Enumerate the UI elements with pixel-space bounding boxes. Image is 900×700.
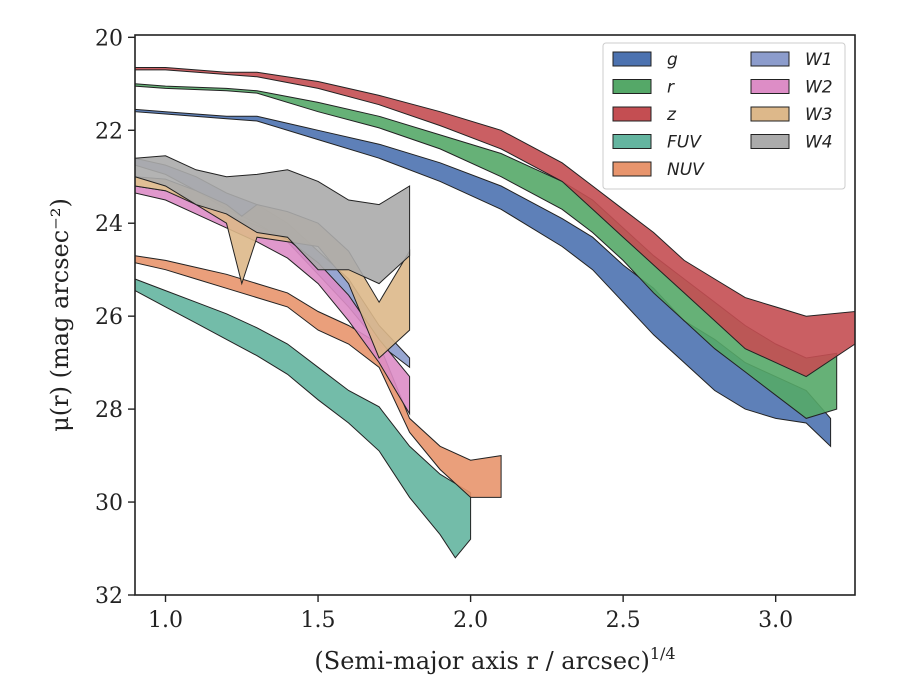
- y-tick-label: 24: [95, 212, 123, 237]
- legend-swatch-w3: [750, 106, 790, 122]
- legend-label-w4: W4: [805, 133, 833, 153]
- legend: grz FUV NUV W1 W2 W3 W4: [602, 42, 846, 190]
- plot-frame: [134, 34, 856, 596]
- x-tick-label: 2.5: [606, 608, 641, 633]
- legend-label-fuv: FUV: [667, 133, 702, 153]
- x-axis-label-text: (Semi-major axis r / arcsec): [314, 647, 649, 675]
- x-tick-label: 1.0: [148, 608, 183, 633]
- legend-swatch-w2: [750, 79, 790, 94]
- legend-swatch-z: [612, 106, 652, 122]
- y-tick-label: 30: [95, 491, 123, 516]
- legend-swatch-w4: [750, 134, 790, 149]
- x-axis-ticks: 1.0 1.5 2.0 2.5 3.0: [148, 595, 793, 633]
- legend-label-g: g: [667, 50, 678, 70]
- x-tick-label: 1.5: [301, 608, 336, 633]
- band-g: [134, 108, 832, 448]
- legend-label-nuv: NUV: [667, 160, 705, 180]
- x-axis-label: (Semi-major axis r / arcsec)1/4: [314, 644, 675, 675]
- y-tick-label: 32: [95, 584, 123, 609]
- legend-swatch-nuv: [612, 161, 652, 177]
- y-tick-label: 26: [95, 305, 123, 330]
- band-r: [134, 83, 838, 419]
- y-tick-label: 22: [95, 119, 123, 144]
- y-tick-label: 28: [95, 398, 123, 423]
- band-fuv: [134, 278, 472, 559]
- band-w4: [134, 155, 411, 285]
- legend-label-z: z: [666, 105, 677, 125]
- bands-layer: [134, 67, 856, 559]
- legend-swatch-w1: [750, 51, 790, 67]
- legend-label-w3: W3: [805, 105, 833, 125]
- x-tick-label: 2.0: [453, 608, 488, 633]
- legend-label-r: r: [667, 78, 675, 98]
- x-tick-label: 3.0: [758, 608, 793, 633]
- band-nuv: [134, 255, 502, 498]
- legend-label-w2: W2: [805, 78, 833, 98]
- y-tick-label: 20: [95, 26, 123, 51]
- y-axis-ticks: 20 22 24 26 28 30 32: [95, 26, 135, 609]
- y-axis-label: μ(r) (mag arcsec⁻²): [46, 198, 74, 432]
- legend-swatch-r: [612, 79, 652, 94]
- x-axis-label-exponent: 1/4: [650, 644, 676, 663]
- legend-swatch-g: [612, 51, 652, 67]
- legend-label-w1: W1: [805, 50, 833, 70]
- legend-swatch-fuv: [612, 134, 652, 149]
